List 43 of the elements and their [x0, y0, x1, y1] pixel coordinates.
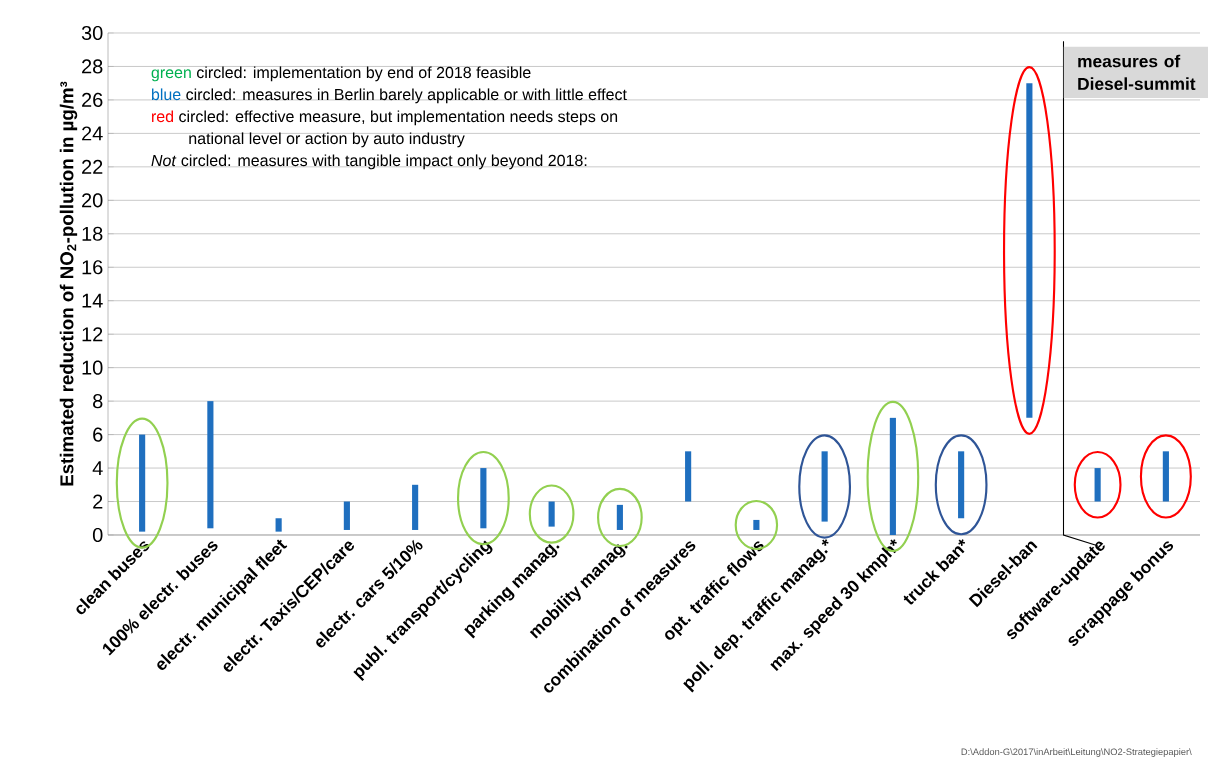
y-axis-title: Estimated reduction of NO$_{2}$-pollution in µg/m³	[59, 81, 78, 486]
y-tick-label: 30	[81, 25, 103, 41]
bar	[821, 451, 828, 522]
y-tick-label: 2	[93, 494, 103, 509]
bar	[1094, 468, 1101, 502]
y-tick-label: 26	[82, 92, 103, 107]
bar	[753, 519, 760, 530]
annotation: measures of Diesel-summit	[1078, 54, 1196, 91]
y-tick-label: 6	[93, 427, 103, 442]
bar	[139, 434, 146, 532]
bar	[889, 417, 896, 535]
y-tick-label: 12	[82, 327, 103, 342]
annotation: circled: measures in Berlin barely applicable or with little effect	[186, 88, 627, 104]
y-tick-label: 4	[92, 461, 103, 475]
bar	[207, 401, 214, 529]
y-tick-label: 8	[93, 394, 103, 409]
annotation: circled: implementation by end of 2018 feasible	[196, 66, 531, 82]
bar	[548, 501, 555, 527]
y-tick-label: 14	[82, 293, 103, 308]
y-tick-label: 16	[82, 260, 103, 275]
bar	[1162, 451, 1169, 502]
y-tick-label: 28	[82, 59, 103, 74]
bar	[616, 504, 623, 530]
y-tick-label: 22	[82, 159, 103, 174]
text: D:\Addon-G\2017\inArbeit\Leitung\NO2-Strategiepapier\	[961, 748, 1192, 757]
bar	[480, 468, 487, 529]
bar	[958, 451, 965, 519]
annotation: red	[152, 110, 174, 123]
bar	[1026, 83, 1033, 418]
bar	[412, 484, 419, 530]
annotation: circled: effective measure, but implementation needs steps on	[179, 110, 618, 126]
y-tick-label: 18	[82, 226, 103, 241]
y-tick-label: 0	[92, 527, 103, 543]
y-tick-label: 10	[82, 360, 103, 375]
annotation: Not circled: measures with tangible impact only beyond 2018:	[151, 154, 587, 170]
annotation: blue	[151, 88, 181, 101]
y-tick-label: 24	[82, 126, 103, 141]
y-tick-label: 20	[82, 193, 103, 208]
annotation: green	[151, 69, 191, 82]
bar	[275, 518, 282, 532]
bar	[685, 451, 692, 502]
bar	[343, 501, 350, 530]
annotation: national level or action by auto industry	[189, 132, 465, 148]
